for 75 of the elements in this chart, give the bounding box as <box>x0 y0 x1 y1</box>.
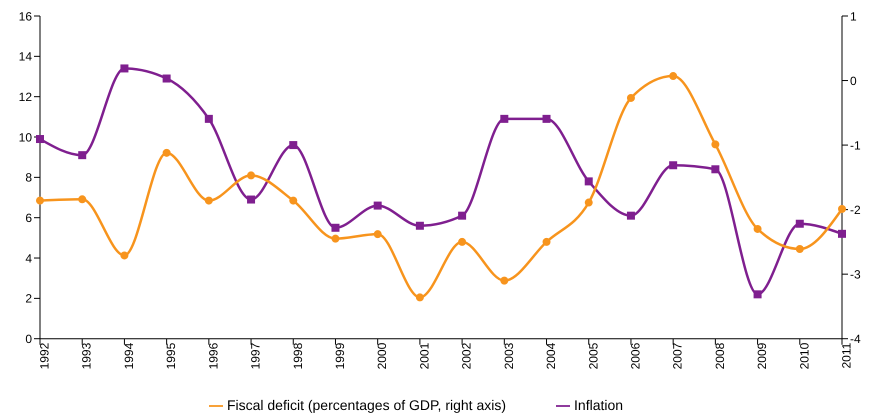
point <box>416 222 424 230</box>
y-tick-label: 6 <box>25 210 32 225</box>
x-tick-label: 1995 <box>164 342 178 370</box>
point <box>458 238 466 246</box>
point <box>711 140 720 148</box>
point <box>78 195 86 204</box>
y2-tick-label: 1 <box>850 9 857 24</box>
point <box>796 244 804 253</box>
point <box>754 290 762 298</box>
point <box>247 196 256 204</box>
point <box>162 74 171 83</box>
x-tick-label: 2010 <box>797 342 812 370</box>
x-tick-label: 2005 <box>586 342 600 370</box>
point <box>584 177 593 186</box>
point <box>796 220 804 228</box>
x-tick-label: 2008 <box>712 342 727 370</box>
point <box>458 212 466 220</box>
x-tick-label: 1996 <box>206 342 220 370</box>
x-tick-label: 1993 <box>80 342 94 370</box>
y-tick-label: 0 <box>25 332 32 346</box>
point <box>162 148 171 157</box>
point <box>374 230 382 238</box>
y-tick-label: 8 <box>25 170 32 185</box>
x-tick-label: 1994 <box>122 342 136 370</box>
y-tick-label: 10 <box>18 130 32 144</box>
legend-label: Fiscal deficit (percentages of GDP, right axis) <box>226 396 506 413</box>
point <box>289 141 298 150</box>
point <box>500 276 508 285</box>
x-tick-label: 1999 <box>332 342 347 370</box>
y-tick-label: 12 <box>18 90 32 104</box>
point <box>331 234 340 243</box>
x-tick-label: 2000 <box>375 342 390 370</box>
point <box>78 151 86 160</box>
point <box>120 64 128 72</box>
y2-tick-label: -3 <box>850 267 861 282</box>
y-tick-label: 2 <box>25 292 32 306</box>
x-tick-label: 2006 <box>628 342 642 370</box>
x-tick-label: 2004 <box>544 342 558 370</box>
y2-tick-label: -2 <box>850 202 861 217</box>
point <box>416 293 424 302</box>
y-tick-label: 14 <box>18 50 32 64</box>
x-tick-label: 2003 <box>502 342 516 370</box>
x-tick-label: 1992 <box>38 342 52 370</box>
point <box>374 202 382 210</box>
point <box>669 161 678 170</box>
point <box>120 251 128 260</box>
x-tick-label: 1997 <box>248 342 263 370</box>
point <box>542 114 551 123</box>
point <box>754 224 762 233</box>
point <box>204 196 213 205</box>
point <box>838 230 846 238</box>
point <box>626 94 635 102</box>
x-tick-label: 2002 <box>460 342 474 370</box>
point <box>247 171 256 180</box>
point <box>204 114 213 123</box>
point <box>711 165 720 174</box>
point <box>36 196 44 205</box>
x-tick-label: 1998 <box>290 342 305 370</box>
point <box>36 135 44 144</box>
legend-label: Inflation <box>574 396 624 413</box>
point <box>331 224 340 232</box>
y-tick-label: 4 <box>25 251 32 266</box>
y2-tick-label: 0 <box>850 74 857 88</box>
point <box>669 72 678 80</box>
x-tick-label: 2007 <box>670 342 685 370</box>
point <box>542 238 551 246</box>
point <box>626 212 635 220</box>
point <box>584 198 593 207</box>
point <box>289 196 298 205</box>
y2-tick-label: -1 <box>850 138 861 152</box>
x-tick-label: 2001 <box>417 342 432 370</box>
point <box>838 204 846 213</box>
point <box>500 114 508 123</box>
y-tick-label: 16 <box>18 9 32 24</box>
x-tick-label: 2009 <box>755 342 770 370</box>
